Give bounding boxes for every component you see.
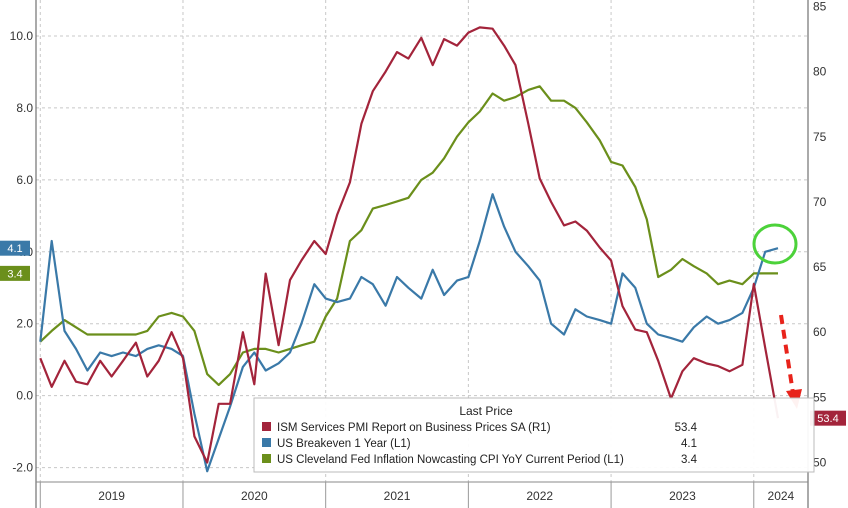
left-tick-label: 10.0 xyxy=(10,29,34,43)
last-value-badge xyxy=(810,410,846,426)
last-value-badge xyxy=(0,240,30,256)
legend-label-ism: ISM Services PMI Report on Business Pric… xyxy=(277,422,551,434)
chart-annotations: 53.4 4.1 3.4 xyxy=(0,223,846,426)
x-tick-label: 2024 xyxy=(768,489,795,503)
legend-value-cleveland: 3.4 xyxy=(681,454,698,466)
chart-axes: -2.00.02.04.06.08.010.050556065707580852… xyxy=(10,0,827,508)
last-value-badge xyxy=(0,265,30,281)
legend-swatch-breakeven xyxy=(262,438,271,447)
legend-swatch-ism xyxy=(262,422,271,431)
left-tick-label: 2.0 xyxy=(16,317,33,331)
x-tick-label: 2023 xyxy=(669,489,696,503)
legend-swatch-cleveland xyxy=(262,454,271,463)
legend-box xyxy=(253,397,815,473)
series-line xyxy=(39,85,778,386)
last-value-badge-text: 3.4 xyxy=(7,268,22,280)
right-tick-label: 70 xyxy=(813,195,827,209)
legend-label-cleveland: US Cleveland Fed Inflation Nowcasting CP… xyxy=(277,454,624,466)
highlight-circle xyxy=(752,223,798,265)
legend-label-breakeven: US Breakeven 1 Year (L1) xyxy=(277,438,411,450)
chart-series xyxy=(39,26,780,473)
right-tick-label: 80 xyxy=(813,65,827,79)
left-tick-label: 0.0 xyxy=(16,389,33,403)
x-tick-label: 2021 xyxy=(384,489,411,503)
left-tick-label: 6.0 xyxy=(16,173,33,187)
right-tick-label: 65 xyxy=(813,260,827,274)
legend-value-breakeven: 4.1 xyxy=(681,438,697,450)
last-value-badge-text: 4.1 xyxy=(7,243,22,255)
legend-title: Last Price xyxy=(459,404,513,418)
left-tick-label: 8.0 xyxy=(16,101,33,115)
last-value-badge-text: 53.4 xyxy=(817,413,838,425)
left-tick-label: -2.0 xyxy=(12,461,33,475)
right-tick-label: 50 xyxy=(813,455,827,469)
right-tick-label: 60 xyxy=(813,325,827,339)
x-tick-label: 2019 xyxy=(98,489,125,503)
right-tick-label: 75 xyxy=(813,130,827,144)
series-line xyxy=(39,26,780,464)
series-line xyxy=(39,193,779,473)
right-tick-label: 55 xyxy=(813,390,827,404)
legend-value-ism: 53.4 xyxy=(675,422,698,434)
right-tick-label: 85 xyxy=(813,0,827,14)
chart-legend: Last Price ISM Services PMI Report on Bu… xyxy=(253,397,815,473)
x-tick-label: 2020 xyxy=(241,489,268,503)
x-tick-label: 2022 xyxy=(526,489,553,503)
trend-arrow-shaft xyxy=(779,314,795,394)
